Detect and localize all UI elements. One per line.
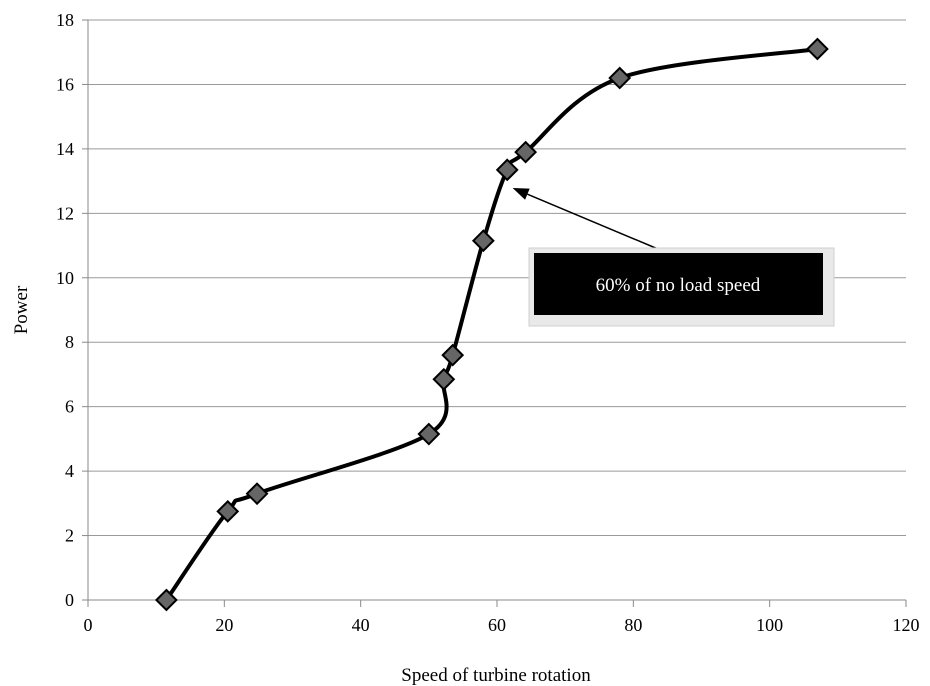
- y-tick-label: 12: [56, 203, 74, 223]
- y-tick-label: 16: [56, 74, 74, 94]
- x-tick-label: 60: [488, 615, 506, 635]
- data-point: [495, 158, 519, 182]
- y-axis-title: Power: [11, 285, 32, 334]
- x-tick-label: 0: [84, 615, 93, 635]
- y-tick-labels: 0 2 4 6 8 10 12 14 16 18: [56, 10, 74, 610]
- y-tick-label: 4: [65, 461, 74, 481]
- y-tick-label: 18: [56, 10, 74, 30]
- y-tick-label: 0: [65, 590, 74, 610]
- x-axis-title: Speed of turbine rotation: [401, 665, 591, 686]
- y-tick-label: 6: [65, 397, 74, 417]
- x-tick-label: 120: [893, 615, 920, 635]
- annotation-box: [534, 253, 823, 315]
- data-point: [608, 66, 632, 90]
- data-point: [441, 343, 465, 367]
- x-tick-label: 20: [215, 615, 233, 635]
- axes: [82, 19, 907, 607]
- x-tick-label: 100: [756, 615, 783, 635]
- data-point: [805, 37, 829, 61]
- annotation-arrowhead: [512, 188, 530, 200]
- gridlines: [88, 19, 906, 537]
- y-tick-label: 8: [65, 332, 74, 352]
- data-point: [514, 140, 538, 164]
- y-tick-label: 14: [56, 139, 74, 159]
- annotation-text: 60% of no load speed: [596, 275, 761, 296]
- data-point: [245, 482, 269, 506]
- x-tick-label: 40: [352, 615, 370, 635]
- annotation-callout: 60% of no load speed: [512, 188, 835, 327]
- data-point: [432, 367, 456, 391]
- x-tick-label: 80: [624, 615, 642, 635]
- data-points: [154, 37, 829, 612]
- x-tick-labels: 0 20 40 60 80 100 120: [84, 615, 920, 635]
- y-tick-label: 2: [65, 526, 74, 546]
- annotation-arrow: [527, 193, 659, 250]
- data-point: [471, 229, 495, 253]
- data-point: [216, 499, 240, 523]
- y-tick-label: 10: [56, 268, 74, 288]
- data-point: [417, 422, 441, 446]
- data-point: [154, 588, 178, 612]
